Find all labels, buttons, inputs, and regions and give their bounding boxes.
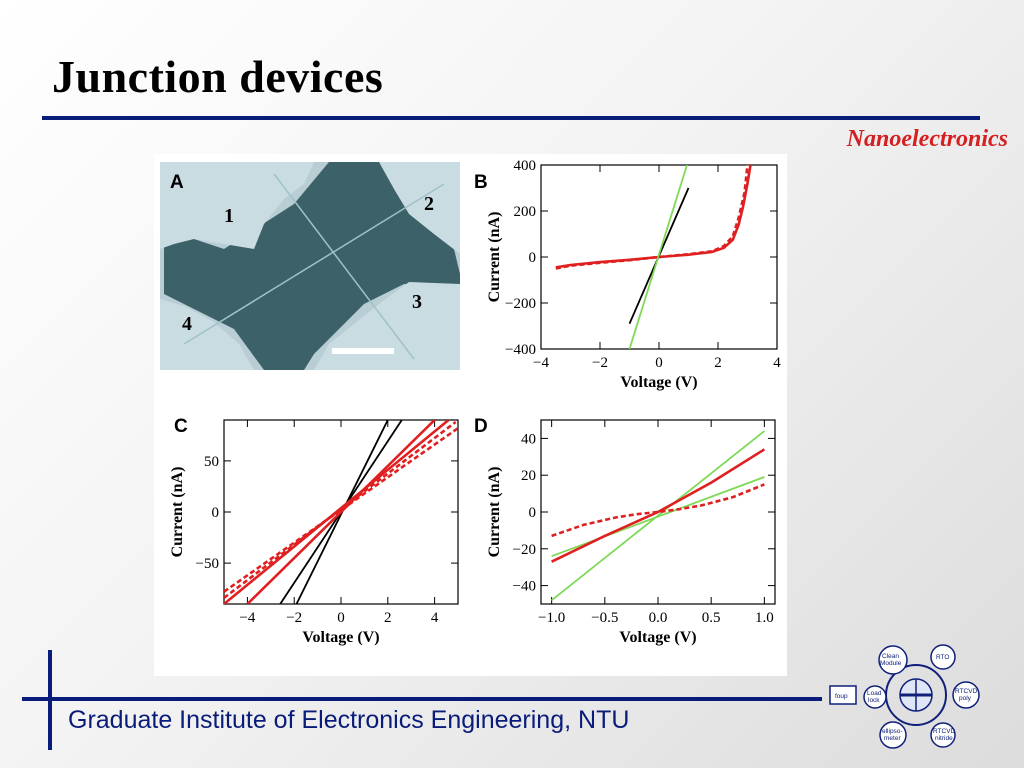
electrode-pad-2 — [379, 162, 460, 254]
y-tick-label-c: 0 — [212, 505, 220, 521]
svg-text:ellipso-: ellipso- — [882, 728, 903, 735]
x-tick-label-b: 2 — [714, 355, 722, 371]
svg-text:Load: Load — [867, 690, 882, 697]
svg-text:lock: lock — [868, 697, 880, 704]
panel-label-d: D — [474, 416, 488, 437]
cluster-tool-logo: Clean Module RTO RTCVD poly RTCVD nitrid… — [829, 644, 980, 749]
micrograph-panel-a: A 1 2 3 4 — [160, 162, 460, 370]
series-line-d-2 — [551, 476, 765, 558]
figure-panels: A 1 2 3 4 −4 −2 0 2 4 400 200 0 −200 −400 Voltage … — [154, 154, 787, 676]
x-tick-label-c: −4 — [239, 610, 255, 626]
series-line-d-3 — [551, 448, 766, 563]
y-tick-label-c: 50 — [204, 454, 219, 470]
panel-label-c: C — [174, 416, 188, 437]
x-tick-label-d: −0.5 — [591, 610, 618, 626]
svg-text:foup: foup — [835, 693, 848, 700]
y-tick-label-d: 40 — [521, 431, 536, 447]
x-tick-label-c: 2 — [384, 610, 392, 626]
electrode-pad-1 — [160, 162, 314, 249]
x-tick-label-d: −1.0 — [538, 610, 565, 626]
x-tick-label-b: −2 — [592, 355, 608, 371]
y-tick-label-d: −40 — [513, 579, 536, 595]
x-tick-label-d: 0.5 — [702, 610, 721, 626]
svg-text:nitride: nitride — [935, 735, 953, 742]
panel-label-a: A — [170, 172, 184, 193]
y-axis-label-b: Current (nA) — [486, 212, 503, 303]
electrode-label-4: 4 — [182, 313, 192, 335]
svg-text:poly: poly — [959, 695, 972, 702]
y-tick-label-b: 0 — [529, 250, 537, 266]
nanowire-2 — [183, 183, 445, 345]
svg-text:RTCVD: RTCVD — [933, 728, 956, 735]
y-tick-label-b: 200 — [514, 204, 537, 220]
x-axis-label-d: Voltage (V) — [619, 629, 696, 646]
x-tick-label-b: 0 — [655, 355, 663, 371]
series-line-b-4 — [628, 165, 688, 349]
y-tick-label-b: −400 — [505, 342, 536, 358]
electrode-label-3: 3 — [412, 291, 422, 313]
electrode-pad-4 — [160, 299, 254, 370]
series-line-c-5 — [224, 420, 457, 599]
y-tick-label-d: 20 — [521, 468, 536, 484]
x-tick-label-b: −4 — [533, 355, 549, 371]
series-line-b-1 — [555, 165, 752, 269]
svg-text:meter: meter — [884, 735, 901, 742]
title-rule — [42, 116, 980, 120]
series-line-b-2 — [555, 165, 749, 270]
scale-bar — [332, 348, 394, 354]
x-tick-label-d: 1.0 — [755, 610, 774, 626]
y-tick-label-c: −50 — [196, 556, 219, 572]
footer-institute-name: Graduate Institute of Electronics Engine… — [68, 706, 630, 734]
y-axis-label-c: Current (nA) — [169, 467, 186, 558]
y-axis-label-d: Current (nA) — [486, 467, 503, 558]
x-tick-label-b: 4 — [773, 355, 781, 371]
svg-text:RTO: RTO — [936, 654, 950, 661]
series-line-c-3 — [246, 420, 436, 604]
electrode-label-1: 1 — [224, 205, 234, 227]
footer-horizontal-rule — [22, 697, 822, 701]
y-tick-label-d: −20 — [513, 542, 536, 558]
svg-text:Module: Module — [880, 660, 902, 667]
svg-text:Clean: Clean — [882, 653, 899, 660]
x-tick-label-c: 0 — [337, 610, 345, 626]
nanowire-1 — [273, 173, 415, 360]
x-tick-label-d: 0.0 — [649, 610, 668, 626]
y-tick-label-b: −200 — [505, 296, 536, 312]
y-tick-label-d: 0 — [529, 505, 537, 521]
series-line-d-4 — [551, 483, 765, 538]
x-tick-label-c: 4 — [431, 610, 439, 626]
y-tick-label-b: 400 — [514, 158, 537, 174]
slide-subtitle: Nanoelectronics — [846, 126, 1008, 152]
electrode-label-2: 2 — [424, 193, 434, 215]
svg-text:RTCVD: RTCVD — [955, 688, 978, 695]
slide-title: Junction devices — [52, 51, 384, 102]
panel-label-b: B — [474, 172, 488, 193]
x-axis-label-b: Voltage (V) — [620, 374, 697, 391]
x-tick-label-c: −2 — [286, 610, 302, 626]
x-axis-label-c: Voltage (V) — [302, 629, 379, 646]
